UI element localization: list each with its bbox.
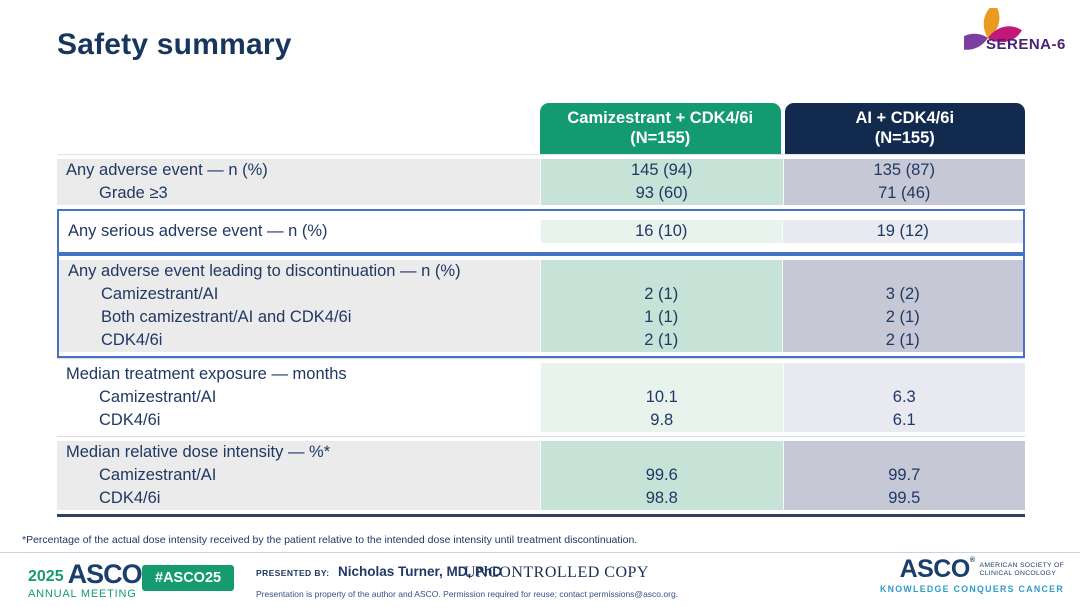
row-label-line: CDK4/6i [99, 489, 161, 507]
table-row: Median treatment exposure — months Camize… [57, 358, 1025, 436]
camizestrant-value-cell: 145 (94) 93 (60) [540, 159, 783, 205]
ai-value-cell: 19 (12) [781, 220, 1023, 243]
value-line [541, 363, 783, 386]
value-line: 71 (46) [878, 184, 931, 202]
table-header-row: Camizestrant + CDK4/6i (N=155) AI + CDK4/6… [57, 103, 1025, 154]
row-label-cell: Median treatment exposure — months Camize… [57, 363, 540, 432]
table-row: Any adverse event leading to discontinua… [57, 254, 1025, 358]
value-line: 6.1 [892, 411, 916, 429]
row-label-line: Any adverse event — n (%) [66, 161, 268, 179]
value-line: 99.5 [888, 489, 921, 507]
row-label-line: Any serious adverse event — n (%) [68, 222, 328, 240]
value-line: 1 (1) [644, 308, 679, 326]
table-row: Any serious adverse event — n (%) 16 (10)… [57, 209, 1025, 254]
value-line: 9.8 [650, 411, 674, 429]
society-name: AMERICAN SOCIETY OF CLINICAL ONCOLOGY [979, 561, 1064, 577]
asco-annual-meeting-logo: 2025 ASCO ANNUAL MEETING [28, 559, 143, 600]
row-label-line: Median treatment exposure — months [66, 365, 347, 383]
column-header-camizestrant: Camizestrant + CDK4/6i (N=155) [540, 103, 781, 154]
row-label-cell: Median relative dose intensity — %* Camiz… [57, 441, 540, 510]
presented-by: PRESENTED BY: Nicholas Turner, MD, PhD [256, 563, 502, 581]
value-line: 98.8 [645, 489, 678, 507]
uncontrolled-copy-label: UNCONTROLLED COPY [464, 564, 649, 581]
row-label-line: Median relative dose intensity — %* [66, 443, 331, 461]
value-line: 93 (60) [635, 184, 688, 202]
column-header-ai: AI + CDK4/6i (N=155) [784, 103, 1025, 154]
value-line: 135 (87) [873, 161, 935, 179]
row-label-line: Camizestrant/AI [99, 466, 217, 484]
presented-by-label: PRESENTED BY: [256, 568, 330, 578]
value-line [541, 260, 782, 283]
page-title: Safety summary [57, 28, 292, 61]
ai-value-cell: 6.3 6.1 [782, 363, 1026, 432]
value-line [784, 441, 1026, 464]
value-line [784, 363, 1026, 386]
camizestrant-value-cell: 2 (1) 1 (1) 2 (1) [540, 260, 782, 352]
table-body: Any adverse event — n (%) Grade ≥3 145 (94… [57, 154, 1025, 517]
row-label-line: Any adverse event leading to discontinua… [68, 262, 461, 280]
ai-value-cell: 3 (2) 2 (1) 2 (1) [781, 260, 1024, 352]
camizestrant-value-cell: 10.1 9.8 [540, 363, 783, 432]
footer: 2025 ASCO ANNUAL MEETING #ASCO25 PRESENT… [0, 553, 1080, 607]
value-line [541, 441, 783, 464]
value-line: 2 (1) [885, 308, 920, 326]
row-label-cell: Any adverse event — n (%) Grade ≥3 [57, 159, 540, 205]
annual-meeting-label: ANNUAL MEETING [28, 588, 137, 600]
value-line: 99.7 [888, 466, 921, 484]
footer-divider [0, 552, 1080, 553]
camizestrant-value-cell: 99.6 98.8 [540, 441, 783, 510]
serena6-logo-text: SERENA-6 [986, 36, 1066, 53]
asco-tagline: KNOWLEDGE CONQUERS CANCER [879, 584, 1064, 594]
value-line: 145 (94) [631, 161, 693, 179]
value-line: 6.3 [892, 388, 916, 406]
table-header-spacer [57, 103, 540, 154]
value-line: 2 (1) [885, 331, 920, 349]
footnote: *Percentage of the actual dose intensity… [22, 534, 638, 546]
asco-right-wordmark: ASCO® [899, 555, 975, 583]
value-line: 99.6 [645, 466, 678, 484]
row-label-line: CDK4/6i [99, 411, 161, 429]
ai-value-cell: 135 (87) 71 (46) [782, 159, 1025, 205]
asco-society-logo: ASCO® AMERICAN SOCIETY OF CLINICAL ONCOL… [879, 555, 1064, 595]
row-label-line: Camizestrant/AI [101, 285, 219, 303]
presenter-name: Nicholas Turner, MD, PhD [337, 564, 503, 579]
serena6-logo: SERENA-6 [960, 8, 1070, 58]
registered-mark: ® [969, 557, 975, 564]
camizestrant-value-cell: 16 (10) [540, 220, 782, 243]
value-line: 10.1 [645, 388, 678, 406]
value-line: 2 (1) [644, 285, 679, 303]
serena6-flower-icon [964, 8, 1022, 50]
row-label-cell: Any adverse event leading to discontinua… [59, 260, 540, 352]
hashtag-badge: #ASCO25 [142, 565, 235, 591]
value-line: 19 (12) [876, 222, 929, 240]
ai-value-cell: 99.7 99.5 [782, 441, 1026, 510]
permission-note: Presentation is property of the author a… [256, 589, 679, 599]
row-label-line: Camizestrant/AI [99, 388, 217, 406]
table-row: Any adverse event — n (%) Grade ≥3 145 (94… [57, 155, 1025, 209]
asco-wordmark: ASCO [67, 559, 143, 589]
asco-year: 2025 [28, 568, 64, 585]
value-line: 3 (2) [885, 285, 920, 303]
row-label-line: Grade ≥3 [99, 184, 168, 202]
row-label-cell: Any serious adverse event — n (%) [59, 220, 540, 243]
table-row: Median relative dose intensity — %* Camiz… [57, 436, 1025, 514]
value-line: 16 (10) [635, 222, 688, 240]
row-label-line: Both camizestrant/AI and CDK4/6i [101, 308, 352, 326]
value-line [783, 260, 1024, 283]
safety-table: Camizestrant + CDK4/6i (N=155) AI + CDK4/6… [57, 103, 1025, 517]
value-line: 2 (1) [644, 331, 679, 349]
row-label-line: CDK4/6i [101, 331, 163, 349]
